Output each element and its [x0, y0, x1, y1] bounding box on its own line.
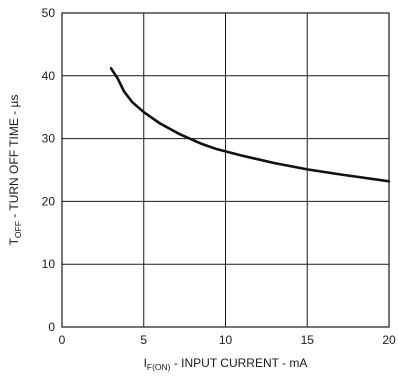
y-axis-label: TOFF - TURN OFF TIME - µs [7, 95, 23, 246]
x-axis-label: IF(ON) - INPUT CURRENT - mA [144, 356, 308, 372]
plot-frame [61, 12, 390, 328]
y-tick-label: 30 [42, 132, 56, 146]
x-axis-label-subscript: F(ON) [147, 362, 171, 372]
x-tick-label: 10 [219, 333, 233, 347]
x-tick-label: 20 [382, 333, 396, 347]
y-tick-label: 40 [42, 69, 56, 83]
x-tick-labels: 0 5 10 15 20 [59, 333, 396, 347]
y-tick-labels: 0 10 20 30 40 50 [42, 6, 56, 334]
y-tick-label: 10 [42, 257, 56, 271]
x-tick-label: 15 [301, 333, 315, 347]
x-axis-label-symbol: I [144, 356, 147, 370]
series-line-0 [109, 67, 391, 183]
y-tick-label: 20 [42, 194, 56, 208]
x-axis-label-text: - INPUT CURRENT - mA [171, 356, 308, 370]
grid-lines [62, 13, 389, 327]
series-group [109, 67, 391, 183]
x-tick-label: 5 [140, 333, 147, 347]
y-axis-label-symbol: T [7, 237, 21, 245]
y-axis-label-text: - TURN OFF TIME - µs [7, 95, 21, 221]
y-tick-label: 0 [48, 320, 55, 334]
x-tick-label: 0 [59, 333, 66, 347]
y-tick-label: 50 [42, 6, 56, 20]
y-axis-label-subscript: OFF [13, 221, 23, 238]
